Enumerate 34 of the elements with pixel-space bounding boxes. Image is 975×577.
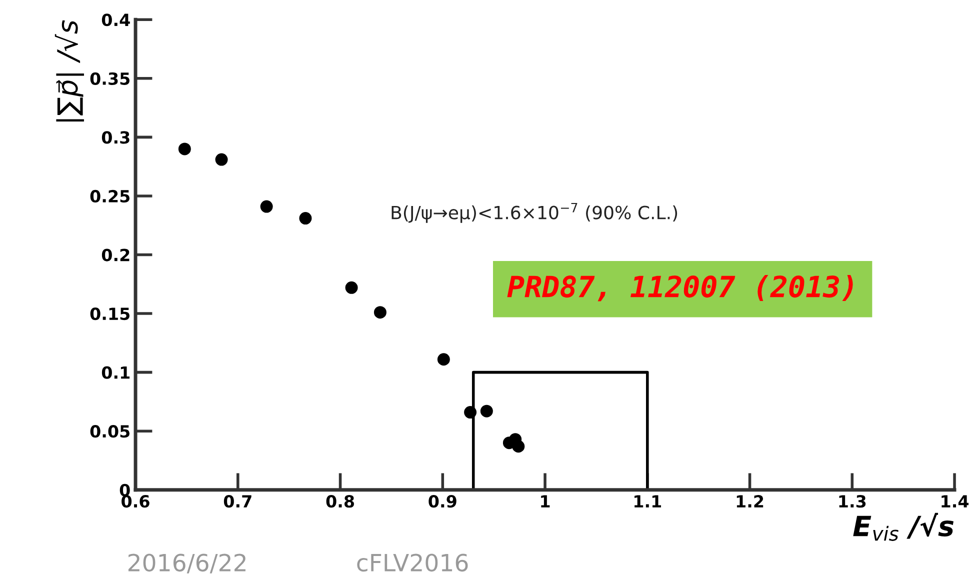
y-tick-label: 0.4	[102, 14, 130, 26]
y-tick-label: 0.2	[102, 248, 130, 262]
x-tick-label: 0.7	[224, 495, 252, 508]
point	[345, 281, 358, 294]
annotation: B(J/ψ→eμ)<1.6×10$^{−7}$ (90% C.L.)	[392, 203, 678, 223]
point	[178, 142, 191, 156]
text: 2016/6/22	[128, 554, 246, 574]
x-tick-label: 0.9	[428, 495, 456, 508]
y-tick-label: 0	[120, 484, 130, 496]
point	[464, 406, 477, 419]
y-tick-label: 0.35	[90, 72, 130, 85]
point	[215, 153, 228, 166]
x-tick-label: 0.8	[326, 495, 354, 508]
point	[437, 353, 450, 366]
x-tick-label: 1.2	[736, 495, 764, 508]
x-tick-label: 1.3	[839, 495, 866, 508]
x-tick-label: 1.4	[942, 495, 969, 508]
y-tick-label: 0.1	[102, 366, 130, 379]
annotation: PRD87, 112007 (2013)	[507, 275, 853, 302]
y-axis-title: |∑p⃗| /√s	[54, 20, 84, 122]
point	[512, 440, 525, 453]
y-tick-label: 0.15	[90, 307, 130, 320]
text: cFLV2016	[357, 554, 468, 572]
x-tick-label: 1.1	[634, 495, 662, 508]
x-axis-title: E$_{vis}$ /√s	[853, 512, 954, 541]
y-tick-label: 0.05	[90, 425, 130, 438]
x-tick-label: 0.6	[122, 495, 150, 508]
point	[260, 200, 273, 213]
point	[374, 306, 386, 319]
point	[299, 212, 312, 225]
point	[480, 404, 493, 418]
x-tick-label: 1	[541, 495, 550, 508]
y-tick-label: 0.25	[90, 190, 130, 203]
y-tick-label: 0.3	[102, 131, 130, 144]
